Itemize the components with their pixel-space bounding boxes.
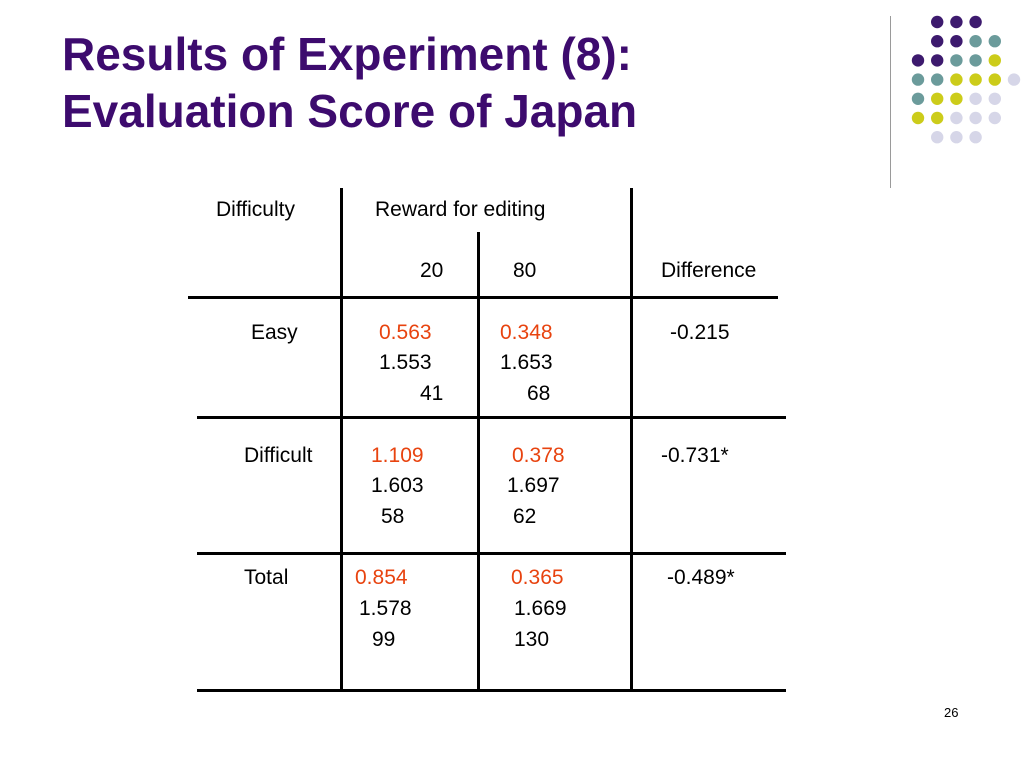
- decorative-dot: [931, 35, 944, 48]
- table-vline-3: [630, 188, 633, 691]
- header-col-80: 80: [513, 259, 537, 282]
- decorative-dot: [1007, 73, 1021, 86]
- decorative-dot: [969, 73, 982, 86]
- slide-title-line-2: Evaluation Score of Japan: [62, 85, 638, 137]
- header-difference: Difference: [661, 259, 757, 282]
- total-80-mean: 0.365: [511, 566, 564, 589]
- row-label-total: Total: [244, 566, 289, 589]
- decorative-dot: [950, 131, 963, 144]
- easy-difference: -0.215: [670, 321, 730, 344]
- decorative-dot: [950, 111, 963, 125]
- table-hline-difficult: [197, 552, 786, 555]
- total-20-sd: 1.578: [359, 597, 412, 620]
- difficult-80-mean: 0.378: [512, 444, 565, 467]
- decorative-dot: [931, 131, 944, 144]
- decorative-dot: [988, 73, 1001, 86]
- easy-20-mean: 0.563: [379, 321, 432, 344]
- easy-20-n: 41: [420, 382, 444, 405]
- decorative-dot: [911, 54, 925, 67]
- decorative-dot: [931, 73, 944, 86]
- decorative-dot: [969, 111, 982, 125]
- header-col-20: 20: [420, 259, 444, 282]
- page-number: 26: [944, 705, 959, 720]
- row-label-difficult: Difficult: [244, 444, 313, 467]
- difficult-80-n: 62: [513, 505, 537, 528]
- decorative-dot: [950, 92, 963, 106]
- decorative-dot: [988, 35, 1001, 48]
- slide-title: Results of Experiment (8): Evaluation Sc…: [62, 26, 637, 140]
- difficult-20-sd: 1.603: [371, 474, 424, 497]
- decorative-dot: [969, 92, 982, 106]
- table-vline-1: [340, 188, 343, 691]
- decorative-dot: [931, 54, 944, 67]
- decorative-dot: [969, 15, 982, 29]
- decorative-dot: [950, 35, 963, 48]
- decorative-dot: [911, 73, 925, 86]
- decorative-dot: [911, 92, 925, 106]
- decorative-dot: [988, 111, 1001, 125]
- easy-80-mean: 0.348: [500, 321, 553, 344]
- header-reward: Reward for editing: [375, 198, 546, 221]
- decorative-dot: [931, 111, 944, 125]
- decorative-dot: [988, 92, 1001, 106]
- easy-80-sd: 1.653: [500, 351, 553, 374]
- table-hline-easy: [197, 416, 786, 419]
- easy-80-n: 68: [527, 382, 551, 405]
- easy-20-sd: 1.553: [379, 351, 432, 374]
- table-hline-header: [188, 296, 778, 299]
- decorative-dot: [950, 54, 963, 67]
- decorative-dot: [931, 15, 944, 29]
- row-label-easy: Easy: [251, 321, 298, 344]
- slide-title-line-1: Results of Experiment (8):: [62, 28, 632, 80]
- decorative-dot: [931, 92, 944, 106]
- header-difficulty: Difficulty: [216, 198, 295, 221]
- decorative-dot: [969, 35, 982, 48]
- total-20-n: 99: [372, 628, 396, 651]
- difficult-20-mean: 1.109: [371, 444, 424, 467]
- decorative-dot: [969, 131, 982, 144]
- decorative-dot: [950, 73, 963, 86]
- difficult-20-n: 58: [381, 505, 405, 528]
- total-20-mean: 0.854: [355, 566, 408, 589]
- decorative-dot: [950, 15, 963, 29]
- decorative-vertical-rule: [890, 16, 891, 188]
- total-80-n: 130: [514, 628, 550, 651]
- decorative-dot: [988, 54, 1001, 67]
- decorative-dot-grid: [911, 15, 1021, 144]
- total-80-sd: 1.669: [514, 597, 567, 620]
- difficult-difference: -0.731*: [661, 444, 729, 467]
- decorative-dot: [911, 111, 925, 125]
- table-vline-2: [477, 232, 480, 691]
- decorative-dot: [969, 54, 982, 67]
- total-difference: -0.489*: [667, 566, 735, 589]
- table-hline-total: [197, 689, 786, 692]
- difficult-80-sd: 1.697: [507, 474, 560, 497]
